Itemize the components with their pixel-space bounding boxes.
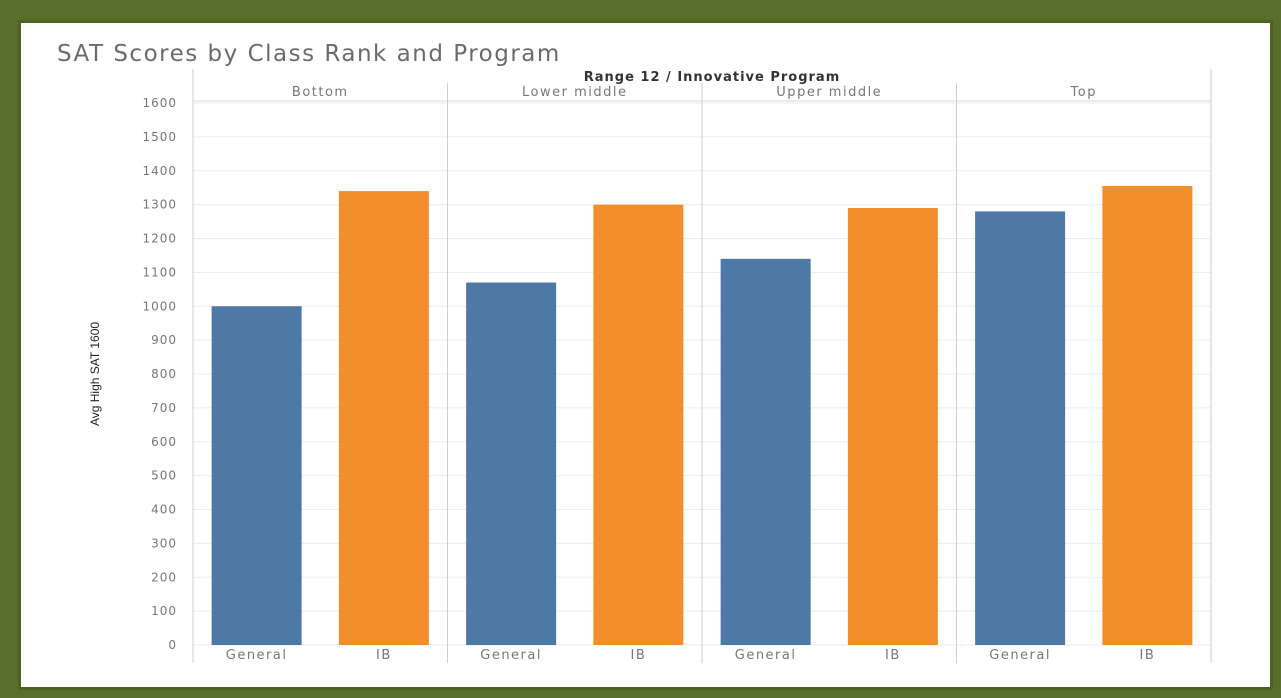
x-category-label: IB bbox=[376, 648, 392, 663]
bar-general bbox=[720, 258, 811, 645]
panel-header: Upper middle bbox=[776, 85, 882, 100]
y-tick-label: 800 bbox=[151, 367, 177, 381]
y-tick-label: 500 bbox=[151, 469, 177, 483]
y-tick-label: 200 bbox=[151, 570, 177, 584]
x-category-label: General bbox=[480, 648, 542, 663]
bar-general bbox=[466, 282, 557, 645]
column-header: Range 12 / Innovative Program bbox=[584, 70, 841, 85]
y-tick-label: 1000 bbox=[142, 299, 177, 313]
y-tick-label: 1300 bbox=[142, 198, 177, 212]
x-category-label: General bbox=[226, 648, 288, 663]
chart-card: SAT Scores by Class Rank and Program 0 10… bbox=[18, 20, 1273, 690]
bar-chart: 0 100 200 300 400 500 600 700 800 900 1000 1100 1200… bbox=[88, 69, 1212, 663]
panel-header: Lower middle bbox=[522, 85, 627, 100]
y-tick-label: 1600 bbox=[142, 96, 177, 110]
y-tick-label: 1200 bbox=[142, 232, 177, 246]
panel-header: Bottom bbox=[292, 85, 349, 100]
y-tick-label: 0 bbox=[168, 638, 177, 652]
y-tick-label: 700 bbox=[151, 401, 177, 415]
y-tick-label: 300 bbox=[151, 536, 177, 550]
bar-ib bbox=[1102, 185, 1193, 645]
x-category-label: General bbox=[735, 648, 797, 663]
chart-title: SAT Scores by Class Rank and Program bbox=[57, 41, 561, 67]
y-tick-label: 100 bbox=[151, 604, 177, 618]
x-category-label: IB bbox=[1139, 648, 1155, 663]
y-tick-label: 1500 bbox=[142, 130, 177, 144]
bar-ib bbox=[593, 204, 684, 645]
y-tick-label: 1400 bbox=[142, 164, 177, 178]
bar-ib bbox=[847, 208, 938, 645]
x-category-label: IB bbox=[630, 648, 646, 663]
x-category-label: IB bbox=[885, 648, 901, 663]
y-tick-label: 1100 bbox=[142, 265, 177, 279]
x-category-label: General bbox=[989, 648, 1051, 663]
bar-general bbox=[975, 211, 1066, 645]
bar-general bbox=[211, 306, 302, 645]
bar-ib bbox=[338, 191, 429, 645]
panel-header: Top bbox=[1070, 85, 1097, 100]
y-tick-label: 900 bbox=[151, 333, 177, 347]
y-axis-label: Avg High SAT 1600 bbox=[88, 322, 102, 426]
y-tick-label: 400 bbox=[151, 503, 177, 517]
y-tick-label: 600 bbox=[151, 435, 177, 449]
